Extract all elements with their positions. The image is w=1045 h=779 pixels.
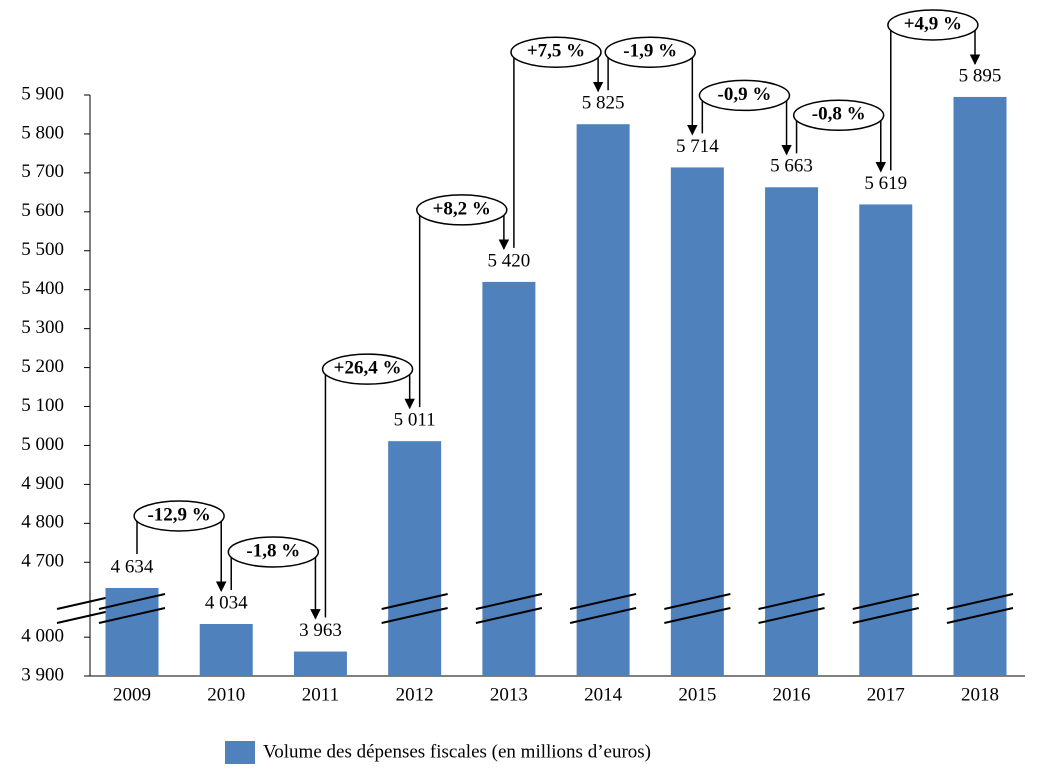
value-label: 5 825 — [582, 93, 625, 114]
legend-swatch — [225, 741, 255, 764]
x-tick-label: 2013 — [490, 684, 528, 705]
x-tick-label: 2012 — [396, 684, 434, 705]
value-label: 5 619 — [864, 173, 907, 194]
y-tick-label: 3 900 — [21, 664, 64, 685]
bar — [953, 96, 1007, 677]
bar — [199, 623, 253, 676]
value-label: 5 714 — [676, 136, 719, 157]
axis-break — [475, 607, 543, 624]
value-label: 5 011 — [394, 410, 436, 431]
x-tick-label: 2017 — [867, 684, 905, 705]
y-tick-label: 5 500 — [21, 239, 64, 260]
y-tick-label: 5 000 — [21, 434, 64, 455]
bar — [670, 167, 724, 676]
change-bubble — [321, 353, 414, 385]
value-label: 5 420 — [488, 250, 531, 271]
axis-break — [475, 593, 543, 610]
y-tick-label: 5 300 — [21, 317, 64, 338]
y-tick-label: 5 400 — [21, 278, 64, 299]
x-tick-label: 2018 — [961, 684, 999, 705]
axis-break — [758, 607, 825, 624]
axis-break — [381, 593, 448, 610]
change-label: +4,9 % — [904, 13, 962, 34]
axis-break — [852, 593, 919, 610]
change-bubble — [227, 536, 320, 568]
y-tick-label: 4 800 — [21, 512, 64, 533]
change-label: -0,8 % — [812, 104, 866, 125]
axis-break — [664, 607, 731, 624]
value-label: 4 634 — [111, 556, 154, 577]
axis-break — [381, 607, 448, 624]
change-bubble — [604, 36, 696, 68]
y-tick-label: 4 700 — [21, 551, 64, 572]
change-label: +7,5 % — [527, 41, 585, 62]
value-label: 5 895 — [959, 65, 1002, 86]
change-label: +26,4 % — [334, 358, 402, 379]
value-label: 4 034 — [205, 592, 248, 613]
y-tick-label: 5 600 — [21, 200, 64, 221]
axis-break — [664, 593, 731, 610]
axis-break — [758, 593, 825, 610]
change-label: +8,2 % — [433, 198, 491, 219]
change-bubble — [792, 99, 885, 132]
axis-break — [569, 607, 637, 624]
axis-break — [946, 593, 1014, 610]
x-tick-label: 2014 — [584, 684, 623, 705]
axis-break — [946, 607, 1014, 624]
x-tick-label: 2016 — [773, 684, 811, 705]
bar — [388, 441, 442, 676]
x-tick-label: 2011 — [302, 684, 339, 705]
change-label: -0,9 % — [718, 84, 772, 105]
change-label: -1,8 % — [246, 540, 300, 561]
change-label: -12,9 % — [147, 504, 210, 525]
x-tick-label: 2009 — [113, 684, 151, 705]
bar — [765, 187, 819, 676]
y-tick-label: 4 000 — [21, 626, 64, 647]
change-label: -1,9 % — [623, 41, 677, 62]
change-bubble — [133, 500, 225, 532]
legend-label: Volume des dépenses fiscales (en million… — [263, 741, 651, 762]
x-tick-label: 2015 — [678, 684, 716, 705]
axis-break — [98, 593, 166, 610]
axis-break — [98, 607, 166, 624]
change-bubble — [416, 194, 508, 226]
bar — [105, 587, 159, 676]
bar — [293, 651, 347, 676]
bar — [482, 281, 536, 676]
axis-break — [852, 607, 919, 624]
y-tick-label: 5 700 — [21, 161, 64, 182]
value-label: 3 963 — [299, 620, 342, 641]
change-bubble — [887, 9, 979, 41]
y-tick-label: 5 800 — [21, 122, 64, 143]
value-label: 5 663 — [770, 156, 813, 177]
change-bubble — [698, 79, 791, 112]
y-tick-label: 5 100 — [21, 395, 64, 416]
bar — [576, 124, 630, 677]
change-bubble — [510, 36, 602, 68]
y-tick-label: 4 900 — [21, 473, 64, 494]
y-tick-label: 5 900 — [21, 83, 64, 104]
x-tick-label: 2010 — [207, 684, 245, 705]
axis-break — [569, 593, 637, 610]
y-tick-label: 5 200 — [21, 356, 64, 377]
